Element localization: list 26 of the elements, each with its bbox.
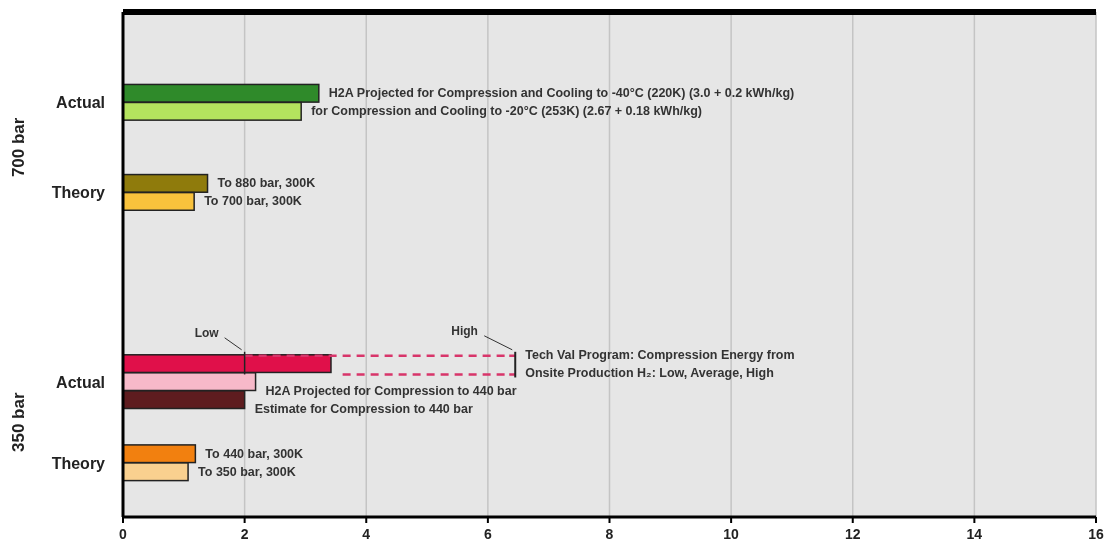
x-tick-label: 2: [240, 526, 249, 542]
text: Actual: [56, 373, 105, 391]
x-tick-label: 10: [723, 526, 740, 542]
text: 700 bar: [9, 117, 28, 178]
y-tick-label: H2A Projected for Compression to 440 bar: [265, 383, 517, 398]
y-tick-label: To 350 bar, 300K: [198, 464, 296, 479]
y-tick-label: Estimate for Compression to 440 bar: [254, 401, 473, 416]
text: Theory: [51, 184, 106, 202]
annotation: High: [451, 323, 478, 338]
x-tick-label: 12: [844, 526, 861, 542]
x-tick-label: 8: [605, 526, 614, 542]
y-tick-label: H2A Projected for Compression and Cooling to -40°C (220K) (3.0 + 0.2 kWh/kg): [328, 86, 795, 101]
x-tick-label: 6: [483, 526, 492, 542]
x-tick-label: 14: [966, 526, 983, 542]
text: Actual: [56, 94, 105, 112]
x-tick-label: 4: [362, 526, 371, 542]
annotation: Low: [194, 325, 220, 340]
y-tick-label: To 880 bar, 300K: [217, 176, 316, 191]
x-tick-label: 16: [1088, 526, 1104, 542]
y-tick-label: To 440 bar, 300K: [205, 446, 304, 461]
y-tick-label: Tech Val Program: Compression Energy from Onsite Production H₂: Low, Average, High: [525, 347, 795, 380]
text: 350 bar: [9, 392, 28, 452]
x-tick-label: 0: [119, 526, 128, 542]
y-tick-label: To 700 bar, 300K: [204, 194, 302, 209]
text: Theory: [51, 454, 106, 472]
y-tick-label: for Compression and Cooling to -20°C (253K) (2.67 + 0.18 kWh/kg): [311, 104, 703, 119]
